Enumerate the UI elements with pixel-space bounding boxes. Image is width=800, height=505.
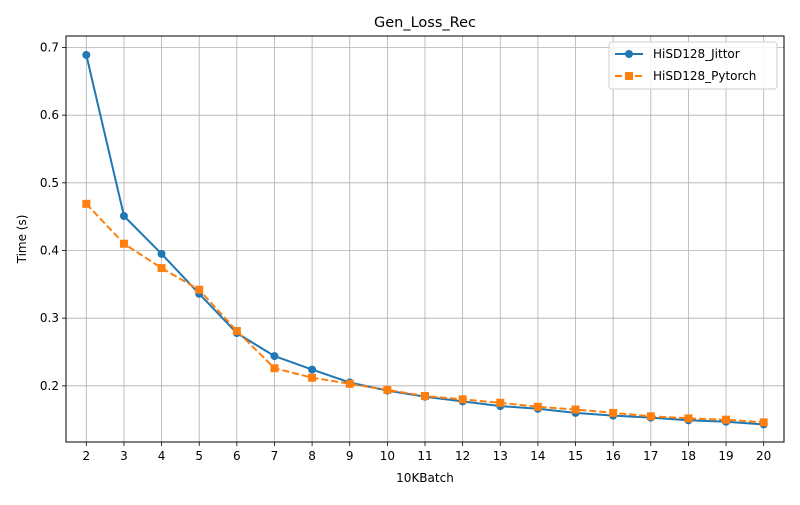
x-tick-label: 12 bbox=[455, 449, 470, 463]
data-point bbox=[82, 50, 91, 59]
x-tick-label: 13 bbox=[493, 449, 508, 463]
y-tick-label: 0.6 bbox=[40, 108, 59, 122]
data-point bbox=[722, 415, 731, 424]
x-tick-label: 17 bbox=[643, 449, 658, 463]
x-tick-label: 4 bbox=[158, 449, 166, 463]
x-tick-label: 6 bbox=[233, 449, 241, 463]
data-point bbox=[270, 352, 279, 361]
x-tick-label: 15 bbox=[568, 449, 583, 463]
y-axis: 0.2 0.3 0.4 0.5 0.6 0.7 bbox=[40, 41, 66, 393]
data-point bbox=[82, 199, 91, 208]
y-tick-label: 0.2 bbox=[40, 379, 59, 393]
data-point bbox=[609, 408, 618, 417]
data-point bbox=[119, 239, 128, 248]
data-point bbox=[684, 414, 693, 423]
legend-box bbox=[608, 41, 778, 90]
series-HiSD128_Pytorch bbox=[82, 199, 768, 427]
legend-label: HiSD128_Pytorch bbox=[653, 69, 756, 83]
data-point bbox=[383, 385, 392, 394]
x-tick-label: 19 bbox=[718, 449, 733, 463]
data-point bbox=[571, 405, 580, 414]
x-tick-label: 20 bbox=[756, 449, 771, 463]
y-tick-label: 0.3 bbox=[40, 311, 59, 325]
data-point bbox=[270, 364, 279, 373]
legend: HiSD128_Jittor HiSD128_Pytorch bbox=[608, 41, 778, 90]
x-tick-label: 16 bbox=[606, 449, 621, 463]
data-point bbox=[232, 327, 241, 336]
y-tick-label: 0.7 bbox=[40, 41, 59, 55]
x-axis: 2 3 4 5 6 7 8 9 10 11 12 13 14 15 16 17 18 19 20 bbox=[83, 442, 771, 463]
data-point bbox=[308, 373, 317, 382]
x-axis-label: 10KBatch bbox=[396, 471, 454, 485]
data-point bbox=[345, 379, 354, 388]
data-point bbox=[157, 249, 166, 258]
data-point bbox=[421, 391, 429, 400]
legend-marker bbox=[625, 50, 633, 58]
x-tick-label: 7 bbox=[271, 449, 279, 463]
data-point bbox=[533, 402, 542, 411]
x-tick-label: 14 bbox=[530, 449, 545, 463]
data-point bbox=[119, 211, 128, 220]
chart-title: Gen_Loss_Rec bbox=[374, 15, 476, 31]
x-tick-label: 10 bbox=[380, 449, 395, 463]
data-point bbox=[195, 285, 204, 294]
x-tick-label: 3 bbox=[120, 449, 128, 463]
data-point bbox=[759, 418, 768, 427]
data-point bbox=[496, 398, 505, 407]
x-tick-label: 9 bbox=[346, 449, 354, 463]
legend-label: HiSD128_Jittor bbox=[653, 47, 740, 61]
grid-lines bbox=[66, 36, 784, 442]
x-tick-label: 2 bbox=[83, 449, 91, 463]
y-tick-label: 0.4 bbox=[40, 244, 59, 258]
x-tick-label: 11 bbox=[417, 449, 432, 463]
series-layer bbox=[82, 50, 768, 429]
x-tick-label: 5 bbox=[195, 449, 203, 463]
x-tick-label: 18 bbox=[681, 449, 696, 463]
data-point bbox=[458, 395, 467, 404]
x-tick-label: 8 bbox=[308, 449, 316, 463]
y-axis-label: Time (s) bbox=[15, 215, 29, 265]
y-tick-label: 0.5 bbox=[40, 176, 59, 190]
data-point bbox=[157, 264, 166, 273]
legend-marker bbox=[625, 72, 633, 80]
data-point bbox=[646, 412, 655, 421]
data-point bbox=[308, 365, 317, 374]
